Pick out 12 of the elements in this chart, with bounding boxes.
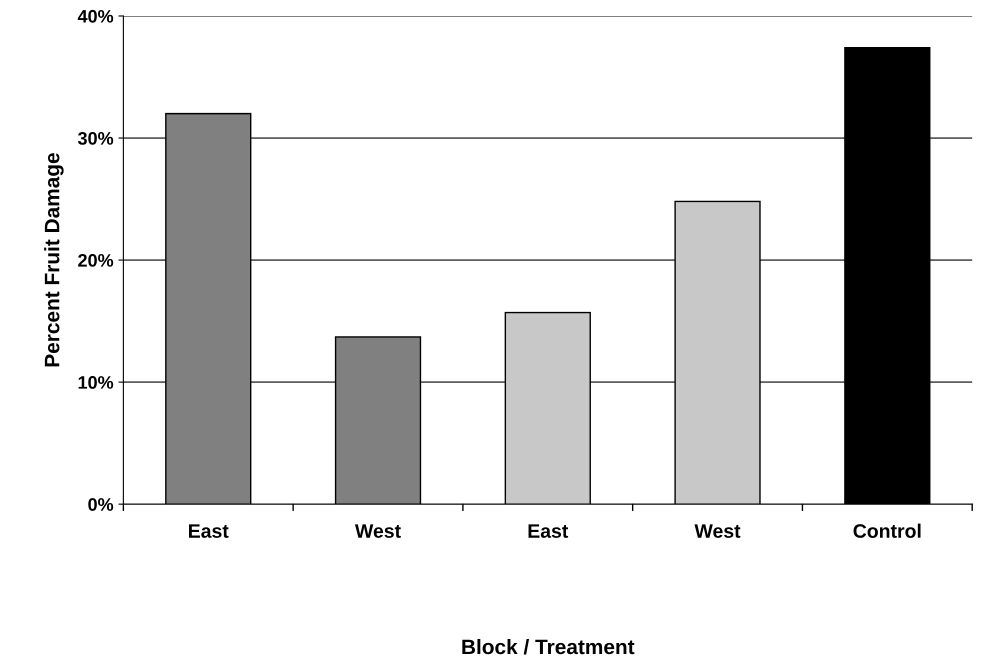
y-tick-label: 40% bbox=[78, 10, 114, 23]
y-tick-label: 20% bbox=[78, 254, 114, 267]
y-tick-label: 0% bbox=[88, 498, 114, 511]
x-tick-label: West bbox=[694, 524, 740, 538]
x-tick-label: East bbox=[189, 524, 229, 538]
y-axis-title: Percent Fruit Damage bbox=[44, 153, 64, 366]
x-tick-label: East bbox=[528, 524, 568, 538]
x-tick-label: Control bbox=[854, 524, 920, 538]
y-tick-label: 10% bbox=[78, 376, 114, 389]
x-axis-title: Block / Treatment bbox=[462, 638, 634, 654]
x-tick-label: West bbox=[354, 524, 401, 538]
y-tick-label: 30% bbox=[78, 132, 114, 145]
